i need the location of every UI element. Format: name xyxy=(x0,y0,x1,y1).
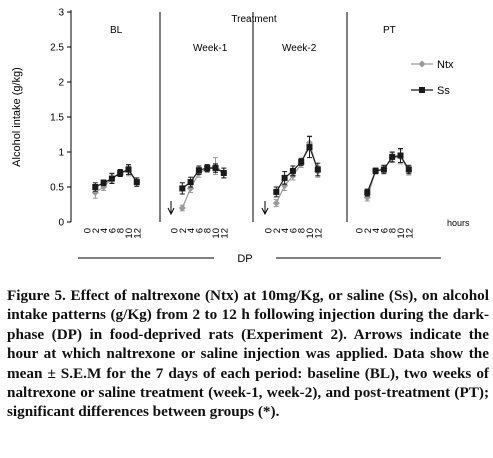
x-tick-label: 10 xyxy=(396,228,407,239)
data-point-ss xyxy=(289,167,296,174)
x-tick-label: 0 xyxy=(170,228,181,233)
y-tick-label: 0.5 xyxy=(50,183,64,194)
y-axis-label: Alcohol intake (g/kg) xyxy=(11,67,23,167)
data-point-ss xyxy=(364,189,371,196)
panel-label-bl: BL xyxy=(110,25,123,36)
data-point-ss xyxy=(314,166,321,173)
legend-marker-ntx xyxy=(418,60,426,68)
data-point-ss xyxy=(92,184,99,190)
panel-label-pt: PT xyxy=(383,25,396,36)
panel-label-week-2: Week-2 xyxy=(282,43,317,54)
x-tick-label: 6 xyxy=(288,228,299,233)
data-point-ss xyxy=(397,152,404,159)
data-point-ss xyxy=(125,166,132,173)
y-tick-label: 2.5 xyxy=(50,43,64,54)
x-tick-label: 12 xyxy=(404,228,415,239)
x-tick-label: 12 xyxy=(132,228,143,239)
figure-caption: Figure 5. Effect of naltrexone (Ntx) at … xyxy=(7,287,489,421)
data-point-ss xyxy=(298,158,305,165)
injection-arrow-head xyxy=(261,207,269,216)
data-point-ss xyxy=(273,188,280,195)
x-tick-label: 6 xyxy=(107,228,118,233)
x-tick-label: 10 xyxy=(124,228,135,239)
data-point-ss xyxy=(281,174,288,181)
x-unit-label: hours xyxy=(447,218,470,228)
legend-label-ntx: Ntx xyxy=(437,59,454,71)
data-point-ntx xyxy=(272,199,280,207)
x-tick-label: 8 xyxy=(116,228,127,233)
x-axis-label: DP xyxy=(237,253,252,265)
x-tick-label: 6 xyxy=(379,228,390,233)
x-tick-label: 8 xyxy=(203,228,214,233)
x-tick-label: 4 xyxy=(371,228,382,233)
legend-marker-ss xyxy=(419,87,425,93)
data-point-ss xyxy=(133,179,140,186)
y-tick-label: 1 xyxy=(58,148,64,159)
data-point-ss xyxy=(195,167,202,174)
data-point-ss xyxy=(405,166,412,173)
legend-label-ss: Ss xyxy=(437,85,450,97)
y-tick-label: 0 xyxy=(58,218,64,229)
data-point-ss xyxy=(220,170,227,176)
x-tick-label: 2 xyxy=(363,228,374,233)
treatment-group-title: Treatment xyxy=(231,14,276,25)
data-point-ss xyxy=(108,175,115,182)
data-point-ss xyxy=(306,144,313,151)
data-point-ss xyxy=(389,153,396,160)
data-point-ss xyxy=(179,185,186,192)
data-point-ss xyxy=(380,166,387,173)
data-point-ss xyxy=(372,167,379,174)
x-tick-label: 12 xyxy=(219,228,230,239)
x-tick-label: 0 xyxy=(264,228,275,233)
data-point-ss xyxy=(187,179,194,186)
y-tick-label: 2 xyxy=(58,78,64,89)
data-point-ss xyxy=(117,170,124,176)
x-tick-label: 2 xyxy=(91,228,102,233)
alcohol-intake-chart: 0 0.5 1 1.5 2 2.5 3 Alcohol intake (g/kg) Treatm… xyxy=(11,8,470,266)
panel-label-week-1: Week-1 xyxy=(193,43,228,54)
x-tick-label: 4 xyxy=(99,228,110,233)
x-tick-label: 8 xyxy=(388,228,399,233)
data-point-ntx xyxy=(178,204,186,212)
data-point-ss xyxy=(100,179,107,186)
x-tick-label: 10 xyxy=(211,228,222,239)
data-point-ss xyxy=(212,165,219,172)
y-tick-label: 1.5 xyxy=(50,113,64,124)
x-tick-label: 4 xyxy=(186,228,197,233)
x-tick-label: 2 xyxy=(178,228,189,233)
data-point-ss xyxy=(204,165,211,172)
injection-arrow-head xyxy=(167,207,175,216)
x-tick-label: 12 xyxy=(313,228,324,239)
x-tick-label: 10 xyxy=(305,228,316,239)
x-tick-label: 8 xyxy=(297,228,308,233)
x-tick-label: 4 xyxy=(280,228,291,233)
x-tick-label: 6 xyxy=(194,228,205,233)
x-tick-label: 0 xyxy=(83,228,94,233)
y-tick-label: 3 xyxy=(58,8,64,19)
x-tick-label: 0 xyxy=(355,228,366,233)
x-tick-label: 2 xyxy=(272,228,283,233)
